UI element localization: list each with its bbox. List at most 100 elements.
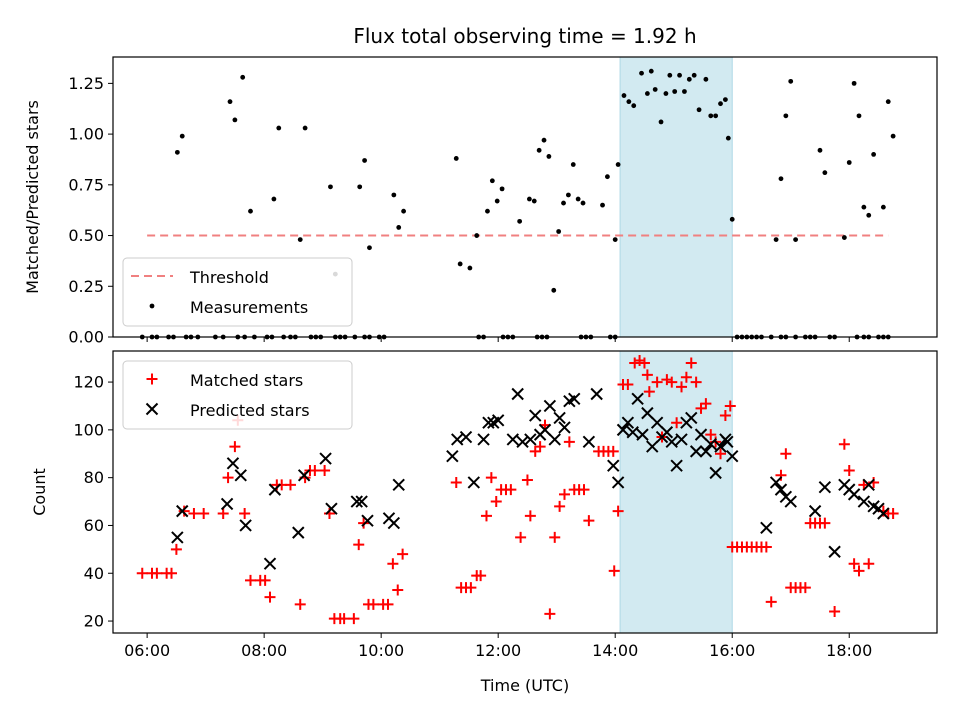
measurement-point [725,135,731,141]
observing-window-span [619,56,733,338]
predicted-point [491,414,505,427]
predicted-point [784,495,797,508]
measurement-point [631,103,637,109]
top-legend-box [122,257,353,327]
measurement-point [517,218,523,224]
matched-legend-label: Matched stars [190,371,303,390]
matched-point [151,567,163,579]
predicted-point [862,478,875,492]
matched-point [239,508,251,520]
measurement-point [546,154,552,159]
measurement-point [240,74,246,80]
predicted-point [506,433,520,446]
measurement-point [658,119,664,125]
predicted-point [694,428,708,441]
predicted-point [721,435,734,449]
matched-point [490,496,502,508]
matched-point [799,582,811,594]
y-tick-label: 1.00 [68,125,104,144]
predicted-point [387,516,401,530]
matched-point [529,445,541,457]
matched-point [244,574,256,586]
matched-legend-swatch [146,373,158,385]
matched-point [505,484,517,496]
predicted-point [268,483,282,496]
measurement-point [788,78,794,84]
predicted-point [699,445,713,458]
matched-point [700,398,712,410]
measurement-point [822,170,828,176]
measurement-point [580,200,586,206]
measurement-point [793,237,799,243]
measurement-point [536,147,542,153]
predicted-point [704,437,717,451]
matched-point [485,472,497,484]
measurement-point [866,212,872,218]
predicted-stars-series [171,387,890,570]
x-tick-label: 10:00 [358,641,404,660]
matched-point [367,598,379,610]
matched-point [178,505,190,517]
measurement-point [672,89,678,94]
x-tick-label: 06:00 [124,641,170,660]
matched-point [382,598,394,610]
matched-point [715,448,727,460]
matched-point [558,488,570,500]
matched-point [671,417,683,429]
matched-point [475,570,487,582]
measurement-point [639,70,644,76]
predicted-point [524,433,537,446]
axes-frame [112,56,938,338]
matched-point [353,539,365,551]
matched-point [583,515,595,527]
y-tick-label: 0.25 [68,277,104,296]
measurement-point [357,184,363,190]
star-count-panel: Count Time (UTC) 20 40 60 80 100 120 06:00 08:0… [30,350,938,695]
predicted-point [355,495,368,508]
matched-point [607,445,619,457]
matched-point [863,558,875,570]
matched-point [309,464,321,476]
measurement-point [227,99,233,105]
predicted-point [665,435,678,449]
matched-point [848,558,860,570]
matched-point [188,508,200,520]
measurement-point [778,176,784,182]
matched-point [765,596,777,608]
measurement-point [467,265,473,271]
measurement-point [773,237,779,243]
predicted-point [714,440,727,453]
predicted-point [538,423,552,437]
matched-point [284,479,296,491]
y-tick-label: 60 [84,516,104,535]
threshold-legend-label: Threshold [189,268,269,287]
measurement-point [817,147,823,153]
predicted-point [477,433,490,446]
measurement-point [556,229,562,234]
matched-point [392,584,404,596]
measurement-point [691,72,697,78]
predicted-point [220,497,234,511]
measurement-point [783,113,789,119]
predicted-point [176,504,189,518]
matched-point [524,510,536,522]
measurement-point [605,174,610,180]
measurement-point [648,68,654,74]
measurement-point [570,162,576,167]
measurement-point [861,204,867,210]
measurement-point [722,97,728,103]
measurement-point [729,216,735,222]
predicted-point [234,469,247,482]
predicted-point [670,459,683,472]
matched-point [515,531,527,543]
predicted-point [511,387,524,401]
measurement-point [667,72,673,78]
measurement-point [297,237,303,243]
measurement-point [276,125,282,131]
matched-point [229,441,241,453]
bottom-legend: Matched stars Predicted stars [122,360,353,430]
matched-point [819,517,831,529]
matched-point [638,357,650,369]
matched-point [549,531,561,543]
